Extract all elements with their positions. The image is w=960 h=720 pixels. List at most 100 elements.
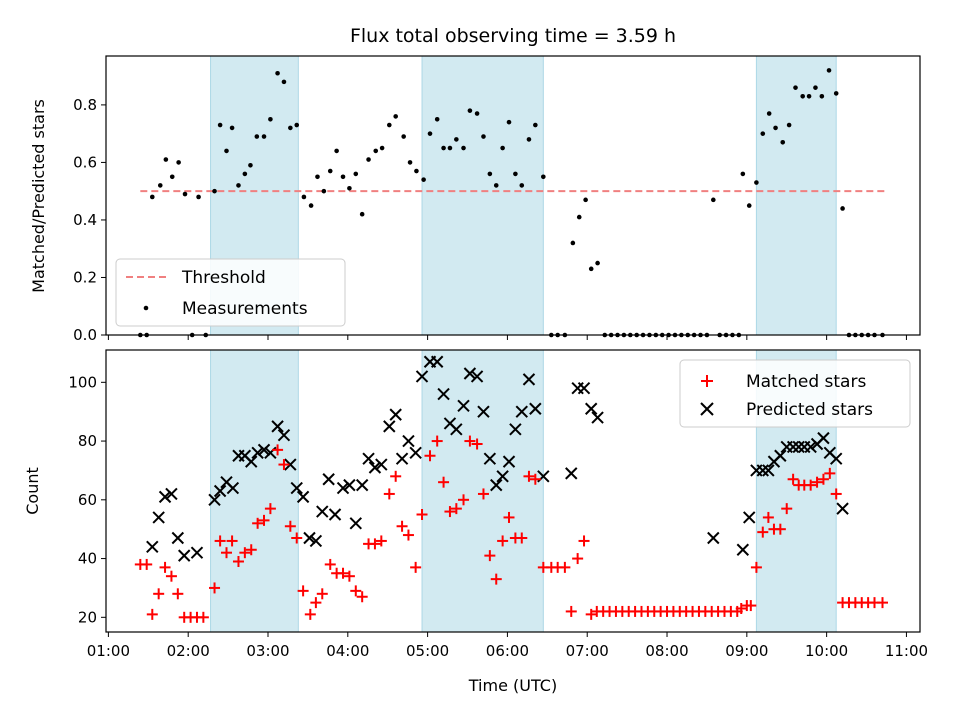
predicted-star-point: [152, 511, 165, 524]
top-legend-box: [115, 258, 346, 327]
measurement-point: [454, 137, 459, 142]
predicted-star-point: [277, 428, 291, 442]
matched-star-point: [431, 435, 443, 447]
bottom-y-axis-title: Count: [23, 467, 42, 515]
matched-star-point: [356, 591, 368, 603]
matched-star-point: [781, 503, 793, 515]
predicted-star-point: [316, 505, 329, 518]
measurement-point: [447, 145, 453, 151]
predicted-star-point: [463, 367, 477, 380]
matched-star-point: [559, 561, 571, 573]
predicted-star-point: [483, 452, 497, 465]
matched-star-point: [787, 473, 799, 485]
matched-star-point: [735, 603, 747, 614]
predicted-star-point: [430, 355, 444, 368]
predicted-star-point: [178, 549, 191, 562]
measurement-point: [308, 203, 314, 208]
measurement-point: [149, 194, 155, 200]
measurement-point: [288, 125, 293, 131]
matched-star-point: [402, 529, 414, 541]
predicted-star-point: [368, 461, 382, 474]
predicted-star-point: [509, 423, 522, 436]
predicted-star-point: [303, 531, 316, 545]
matched-star-point: [490, 573, 502, 585]
predicted-star-point: [284, 458, 297, 471]
measurement-point: [327, 168, 333, 174]
matched-star-point: [450, 503, 462, 515]
measurement-point: [826, 68, 832, 73]
measurement-point: [773, 125, 778, 131]
matched-star-point: [774, 523, 786, 535]
matched-star-point: [232, 556, 244, 567]
measurement-point: [224, 148, 229, 154]
measurement-point: [487, 171, 493, 177]
matched-star-point: [585, 608, 597, 620]
measurement-point: [427, 131, 433, 136]
matched-star-point: [297, 585, 309, 597]
legend-threshold-label: Threshold: [181, 268, 266, 288]
matched-star-point: [272, 444, 284, 456]
measurement-point: [513, 171, 518, 177]
matched-star-point: [278, 459, 290, 471]
measurement-point: [421, 177, 426, 182]
predicted-star-point: [515, 405, 528, 418]
x-tick-label: 05:00: [406, 642, 449, 660]
bottom-legend: Matched stars Predicted stars: [679, 359, 911, 428]
predicted-star-point: [792, 440, 805, 454]
predicted-star-point: [190, 546, 204, 559]
bottom-y-tick-label: 60: [78, 491, 97, 509]
matched-star-point: [458, 494, 470, 506]
matched-legend-swatch: [701, 375, 713, 387]
bottom-y-tick-label: 80: [78, 432, 97, 450]
matched-star-point: [416, 509, 428, 520]
matched-star-point: [529, 473, 541, 485]
measurement-point: [387, 122, 392, 128]
measurement-point: [740, 171, 746, 177]
matched-star-point: [762, 511, 774, 523]
predicted-star-point: [409, 446, 422, 460]
matched-star-point: [375, 535, 387, 547]
measurement-point: [217, 122, 223, 128]
matched-star-point: [438, 476, 450, 488]
measurement-point: [434, 116, 440, 122]
matched-star-point: [226, 535, 238, 547]
measurement-point: [754, 180, 759, 185]
measurement-point: [275, 70, 280, 76]
predicted-star-point: [271, 420, 284, 433]
measurement-point: [254, 134, 260, 139]
matched-star-point: [464, 435, 476, 447]
top-y-axis-title: Matched/Predicted stars: [29, 99, 48, 293]
predicted-star-point: [756, 464, 769, 477]
predicted-star-point: [296, 490, 310, 504]
legend-predicted-label: Predicted stars: [746, 400, 873, 420]
predicted-star-point: [171, 531, 185, 545]
measurement-point: [407, 160, 413, 165]
measurement-point: [347, 186, 352, 191]
predicted-star-point: [591, 411, 604, 424]
chart-title: Flux total observing time = 3.59 h: [350, 25, 676, 47]
measurement-point: [800, 93, 805, 99]
predicted-star-point: [829, 452, 843, 465]
measurement-point: [533, 122, 538, 128]
x-tick-label: 09:00: [725, 642, 768, 660]
measurement-point: [746, 203, 752, 208]
measurement-point: [766, 111, 772, 116]
matched-star-point: [350, 585, 362, 597]
measurement-point: [793, 85, 798, 90]
predicted-star-point: [415, 370, 429, 383]
measurement-point: [315, 174, 320, 180]
matched-star-point: [750, 561, 762, 573]
predicted-star-point: [328, 508, 342, 521]
bottom-shaded-interval: [210, 349, 299, 633]
matched-star-point: [159, 561, 171, 573]
measurement-point: [541, 174, 546, 180]
predicted-star-point: [402, 434, 415, 448]
bottom-y-tick-label: 100: [68, 373, 97, 391]
predicted-star-point: [522, 373, 536, 386]
predicted-legend-swatch: [700, 402, 714, 416]
measurement-point: [242, 171, 248, 177]
bottom-panel: 20 40 60 80 100 01:00 02:00 03:00 04:00 05:00 06:…: [23, 349, 928, 695]
matched-star-point: [197, 611, 209, 623]
measurement-point: [248, 162, 253, 168]
measurement-point: [570, 240, 576, 246]
